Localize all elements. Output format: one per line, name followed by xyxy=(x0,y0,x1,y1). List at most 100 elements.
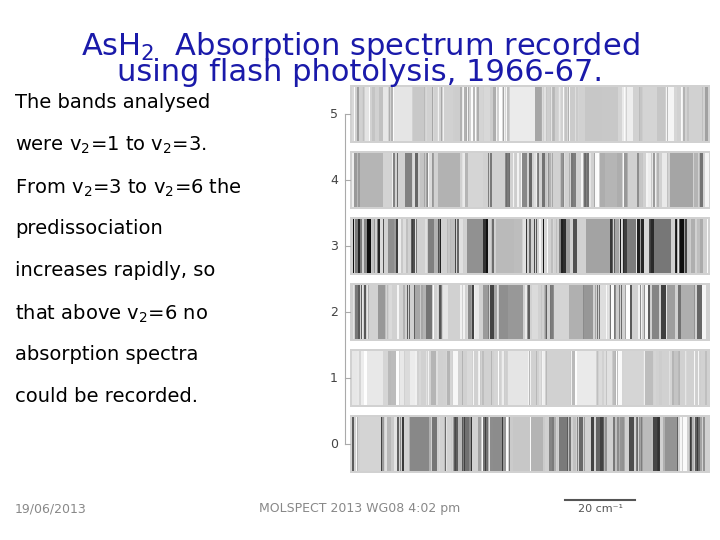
Bar xyxy=(698,417,702,471)
Bar xyxy=(484,87,490,141)
Bar xyxy=(589,153,591,207)
Bar xyxy=(474,219,477,273)
Bar xyxy=(398,351,402,405)
Bar xyxy=(577,417,578,471)
Bar xyxy=(585,153,588,207)
Bar xyxy=(482,417,485,471)
Bar xyxy=(653,87,654,141)
Bar xyxy=(606,219,608,273)
Bar xyxy=(622,417,624,471)
Bar xyxy=(596,417,603,471)
Bar xyxy=(463,285,464,339)
Bar xyxy=(469,351,472,405)
Bar xyxy=(624,351,644,405)
Bar xyxy=(600,219,605,273)
Bar xyxy=(617,87,622,141)
Bar xyxy=(446,351,450,405)
Bar xyxy=(572,219,577,273)
Bar xyxy=(504,285,507,339)
Bar xyxy=(620,153,621,207)
Bar xyxy=(388,153,390,207)
Bar xyxy=(559,417,567,471)
Bar xyxy=(704,153,705,207)
Bar xyxy=(543,219,544,273)
Bar xyxy=(569,285,583,339)
Bar xyxy=(455,285,456,339)
Bar xyxy=(531,417,544,471)
Bar xyxy=(690,417,692,471)
Bar xyxy=(557,417,558,471)
Bar xyxy=(438,153,440,207)
Bar xyxy=(508,87,509,141)
Bar xyxy=(560,285,562,339)
Bar xyxy=(535,153,539,207)
Bar xyxy=(573,285,574,339)
Bar xyxy=(663,417,667,471)
Bar xyxy=(627,87,633,141)
Bar xyxy=(438,351,444,405)
Bar xyxy=(496,219,514,273)
Bar xyxy=(613,417,614,471)
Bar xyxy=(384,351,387,405)
Bar xyxy=(655,87,657,141)
Bar xyxy=(492,285,497,339)
Bar xyxy=(626,351,628,405)
Bar xyxy=(630,351,632,405)
Bar xyxy=(636,417,637,471)
Bar xyxy=(378,285,379,339)
Bar xyxy=(398,219,401,273)
Bar xyxy=(564,285,567,339)
Bar xyxy=(482,285,487,339)
Bar xyxy=(443,153,449,207)
Bar xyxy=(499,285,508,339)
Bar xyxy=(386,153,387,207)
Bar xyxy=(502,87,503,141)
Bar xyxy=(397,285,399,339)
Bar xyxy=(554,285,555,339)
Bar xyxy=(501,285,502,339)
Bar xyxy=(377,351,383,405)
Bar xyxy=(449,219,451,273)
Bar xyxy=(431,219,432,273)
Bar xyxy=(465,153,477,207)
Text: MOLSPECT 2013 WG08 4:02 pm: MOLSPECT 2013 WG08 4:02 pm xyxy=(259,502,461,515)
Bar xyxy=(424,153,427,207)
Bar xyxy=(618,417,621,471)
Bar xyxy=(470,351,471,405)
Bar xyxy=(460,219,464,273)
Bar xyxy=(536,417,538,471)
Text: From v$_2$=3 to v$_2$=6 the: From v$_2$=3 to v$_2$=6 the xyxy=(15,177,242,199)
Bar xyxy=(501,87,506,141)
Bar xyxy=(463,417,471,471)
Bar xyxy=(629,351,632,405)
Bar xyxy=(473,87,475,141)
Bar xyxy=(361,417,362,471)
Bar xyxy=(687,153,689,207)
Bar xyxy=(643,87,646,141)
Bar xyxy=(479,351,482,405)
Bar xyxy=(529,153,531,207)
Bar xyxy=(592,219,594,273)
Bar xyxy=(413,351,417,405)
Bar xyxy=(688,87,689,141)
Bar xyxy=(429,285,432,339)
Bar xyxy=(549,351,550,405)
Bar xyxy=(690,153,692,207)
Bar xyxy=(496,351,500,405)
Bar xyxy=(637,219,640,273)
Bar xyxy=(695,153,698,207)
Bar xyxy=(456,219,462,273)
Bar xyxy=(544,87,552,141)
Bar xyxy=(703,87,705,141)
Bar xyxy=(503,219,505,273)
Bar xyxy=(468,285,475,339)
Bar xyxy=(536,87,539,141)
Bar xyxy=(630,219,631,273)
Bar xyxy=(361,153,362,207)
Bar xyxy=(494,351,498,405)
Bar xyxy=(673,285,674,339)
Bar xyxy=(459,219,463,273)
Bar xyxy=(363,417,366,471)
Bar xyxy=(500,87,502,141)
Bar xyxy=(589,285,590,339)
